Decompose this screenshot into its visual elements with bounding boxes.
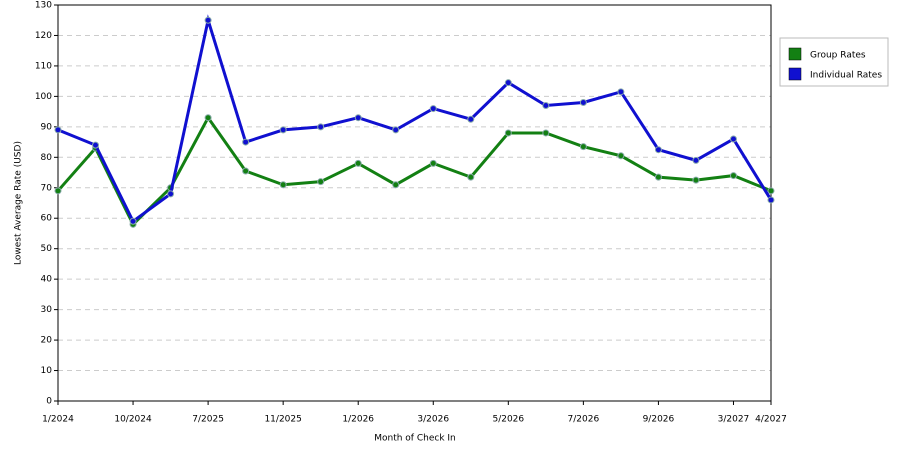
x-tick-label: 7/2025 (192, 415, 224, 425)
point (242, 138, 250, 146)
y-tick-label: 60 (41, 214, 53, 224)
x-tick-label: 9/2026 (643, 415, 675, 425)
y-tick-label: 0 (46, 397, 52, 407)
point (167, 190, 175, 198)
legend-label: Group Rates (810, 51, 866, 61)
x-tick-label: 3/2027 (718, 415, 750, 425)
y-tick-label: 40 (41, 275, 53, 285)
point (729, 135, 737, 143)
y-tick-label: 20 (41, 336, 53, 346)
point (654, 146, 662, 154)
point (617, 152, 625, 160)
y-tick-label: 110 (35, 61, 52, 71)
y-tick-label: 120 (35, 31, 52, 41)
point (279, 181, 287, 189)
legend-swatch (788, 67, 802, 81)
point (129, 217, 137, 225)
point (429, 159, 437, 167)
point (654, 173, 662, 181)
point (504, 129, 512, 137)
point (392, 181, 400, 189)
y-tick-label: 10 (41, 366, 53, 376)
y-tick-label: 90 (41, 122, 53, 132)
point (392, 126, 400, 134)
point (542, 102, 550, 110)
x-tick-label: 10/2024 (114, 415, 152, 425)
point (317, 178, 325, 186)
point (767, 187, 775, 195)
point (729, 172, 737, 180)
y-tick-label: 30 (41, 305, 53, 315)
point (54, 126, 62, 134)
y-tick-label: 100 (35, 92, 52, 102)
x-tick-label: 1/2024 (42, 415, 74, 425)
point (767, 196, 775, 204)
y-tick-label: 130 (35, 1, 52, 11)
point (467, 173, 475, 181)
x-axis-title: Month of Check In (374, 434, 456, 444)
point (279, 126, 287, 134)
point (579, 98, 587, 106)
y-tick-label: 50 (41, 244, 53, 254)
x-tick-label: 7/2026 (568, 415, 600, 425)
y-tick-label: 70 (41, 183, 53, 193)
point (692, 176, 700, 184)
point (542, 129, 550, 137)
point (92, 141, 100, 149)
y-axis-title: Lowest Average Rate (USD) (14, 141, 24, 265)
point (354, 114, 362, 122)
point (467, 115, 475, 123)
point (204, 16, 212, 24)
point (429, 105, 437, 113)
point (317, 123, 325, 131)
legend-swatch (788, 47, 802, 61)
x-tick-label: 5/2026 (492, 415, 524, 425)
point (242, 167, 250, 175)
x-tick-label: 1/2026 (342, 415, 374, 425)
point (692, 156, 700, 164)
point (579, 143, 587, 151)
point (204, 114, 212, 122)
x-tick-label: 4/2027 (755, 415, 787, 425)
point (617, 88, 625, 96)
y-tick-label: 80 (41, 153, 53, 163)
point (354, 159, 362, 167)
point (504, 79, 512, 87)
legend-label: Individual Rates (810, 71, 882, 81)
point (54, 187, 62, 195)
x-tick-label: 3/2026 (417, 415, 449, 425)
series-line (56, 114, 772, 227)
series-line (57, 14, 773, 224)
x-tick-label: 11/2025 (264, 415, 301, 425)
